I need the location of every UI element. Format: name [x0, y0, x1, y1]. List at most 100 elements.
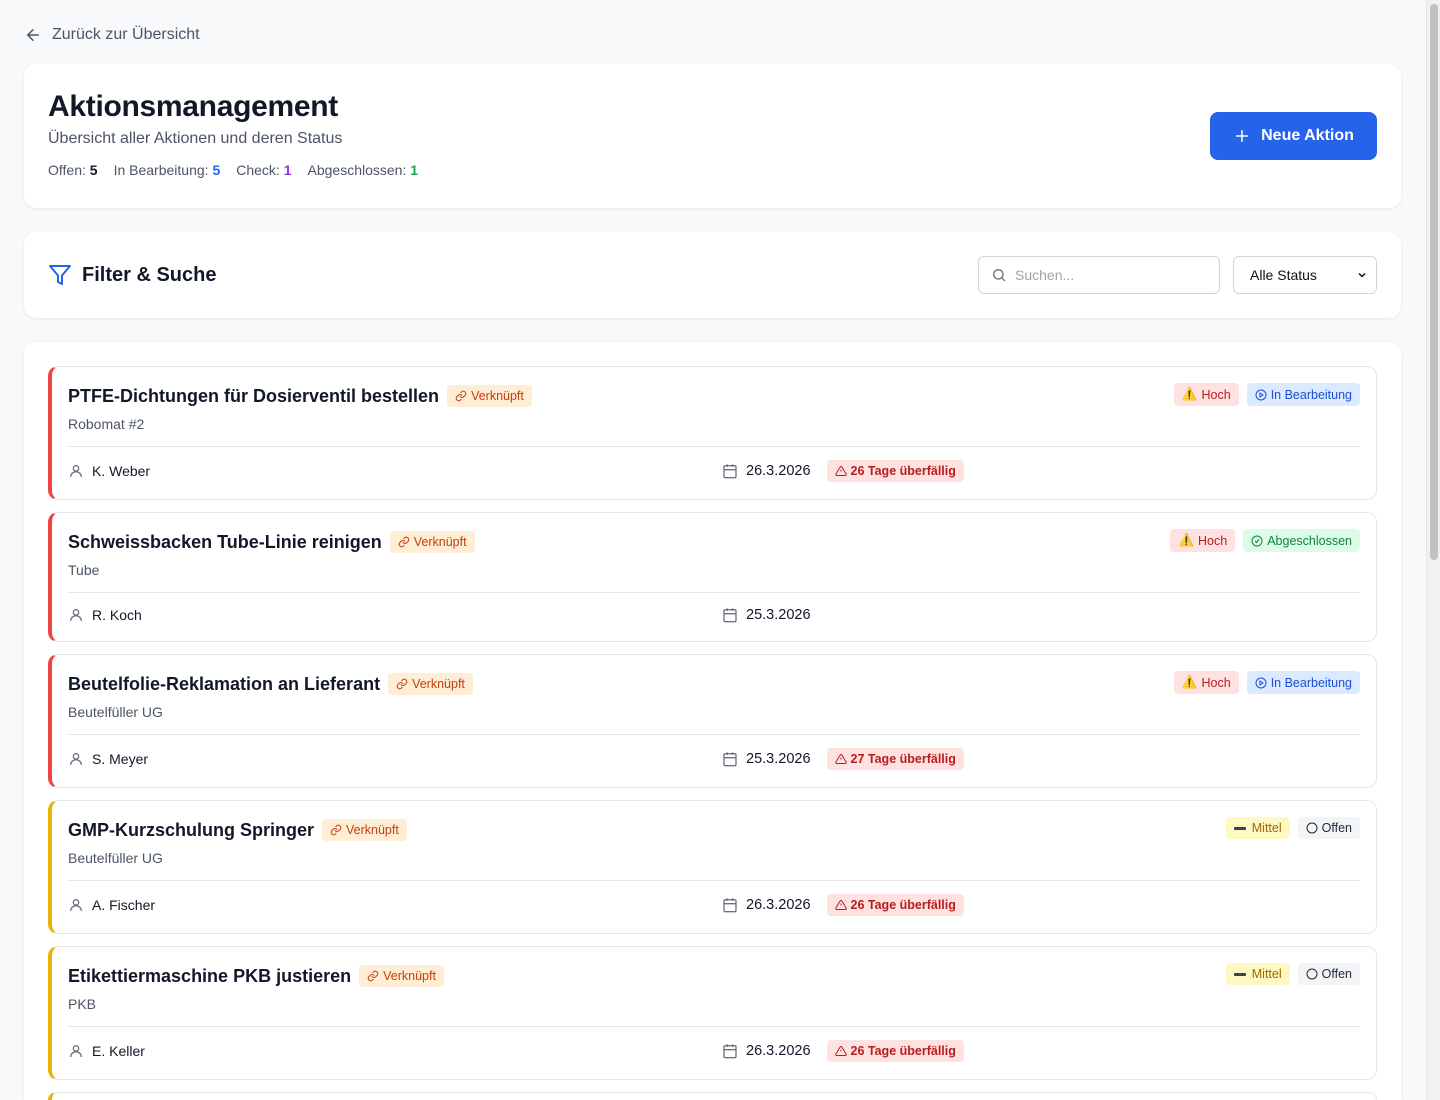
due-date: 26.3.2026 26 Tage überfällig — [722, 459, 964, 483]
user-icon — [70, 465, 82, 478]
new-action-button[interactable]: Neue Aktion — [1210, 112, 1377, 160]
status-badge: In Bearbeitung — [1246, 671, 1360, 694]
assignee: A. Fischer — [68, 893, 155, 917]
minus-icon — [1233, 972, 1246, 976]
circle-icon — [1306, 822, 1318, 834]
status-stats: Offen: 5 In Bearbeitung: 5 Check: 1 Abgesch… — [48, 162, 1377, 178]
priority-badge: ⚠️ Hoch — [1173, 671, 1239, 694]
divider — [68, 1026, 1360, 1027]
divider — [68, 734, 1360, 735]
status-select-value: Alle Status — [1250, 267, 1317, 283]
back-label: Zurück zur Übersicht — [52, 26, 200, 43]
filter-card: Filter & Suche Alle Status — [24, 232, 1401, 318]
divider — [68, 880, 1360, 881]
action-title[interactable]: Schweissbacken Tube-Linie reinigen — [68, 531, 382, 552]
divider — [68, 446, 1360, 447]
header-card: Aktionsmanagement Übersicht aller Aktion… — [24, 64, 1401, 208]
user-icon — [70, 609, 82, 622]
action-item[interactable]: Schweissbacken Tube-Linie reinigen Verkn… — [48, 512, 1377, 642]
action-title[interactable]: Beutelfolie-Reklamation an Lieferant — [68, 673, 381, 694]
linked-badge: Verknüpft — [359, 965, 444, 987]
user-icon — [70, 899, 82, 912]
scrollbar-thumb[interactable] — [1430, 4, 1438, 560]
linked-badge: Verknüpft — [447, 385, 532, 407]
assignee: K. Weber — [68, 459, 150, 483]
stat-value: 1 — [410, 162, 419, 178]
overdue-badge: 26 Tage überfällig — [826, 460, 964, 482]
calendar-icon — [723, 898, 737, 913]
action-title[interactable]: Etikettiermaschine PKB justieren — [68, 965, 352, 986]
alert-triangle-icon — [834, 465, 847, 476]
due-date: 26.3.2026 26 Tage überfällig — [722, 1039, 964, 1063]
chevron-down-icon — [1358, 272, 1366, 278]
calendar-icon — [723, 464, 737, 479]
action-item[interactable]: Beutelfolie-Reklamation an Lieferant Ver… — [48, 654, 1377, 788]
stat-value: 5 — [89, 162, 98, 178]
status-badge: Offen — [1297, 963, 1360, 985]
search-field[interactable] — [978, 256, 1220, 294]
action-item[interactable]: PTFE-Dichtungen für Dosierventil bestell… — [48, 366, 1377, 500]
action-location: Beutelfüller UG — [68, 850, 163, 866]
link-icon — [455, 390, 467, 402]
action-location: PKB — [68, 996, 97, 1012]
stat-value: 5 — [212, 162, 221, 178]
stat-item: Abgeschlossen: 1 — [307, 162, 419, 178]
action-item[interactable] — [48, 1092, 1377, 1100]
assignee: R. Koch — [68, 603, 142, 627]
minus-icon — [1233, 826, 1246, 830]
user-icon — [70, 753, 82, 766]
calendar-icon — [723, 608, 737, 623]
action-item[interactable]: GMP-Kurzschulung Springer Verknüpft Beut… — [48, 800, 1377, 934]
linked-badge: Verknüpft — [389, 531, 475, 553]
action-item[interactable]: Etikettiermaschine PKB justieren Verknüp… — [48, 946, 1377, 1080]
play-circle-icon — [1255, 677, 1267, 688]
calendar-icon — [723, 1044, 737, 1059]
assignee: S. Meyer — [68, 747, 148, 771]
action-location: Robomat #2 — [68, 416, 145, 432]
priority-badge: Mittel — [1225, 963, 1290, 985]
status-badge: Abgeschlossen — [1243, 529, 1360, 552]
status-badge: In Bearbeitung — [1246, 383, 1360, 406]
link-icon — [330, 824, 342, 836]
circle-icon — [1306, 968, 1318, 980]
link-icon — [396, 678, 408, 690]
divider — [68, 592, 1360, 593]
search-icon — [993, 269, 1006, 282]
action-list: PTFE-Dichtungen für Dosierventil bestell… — [24, 342, 1401, 1100]
arrow-left-icon — [26, 29, 39, 41]
linked-badge: Verknüpft — [322, 819, 407, 841]
priority-badge: ⚠️ Hoch — [1170, 529, 1236, 552]
play-circle-icon — [1255, 389, 1267, 400]
alert-triangle-icon — [834, 899, 847, 910]
page-title: Aktionsmanagement — [48, 90, 338, 123]
alert-triangle-icon — [834, 1045, 847, 1056]
linked-badge: Verknüpft — [388, 673, 473, 695]
search-input[interactable] — [1015, 267, 1205, 283]
status-select[interactable]: Alle Status — [1233, 256, 1377, 294]
stat-item: Offen: 5 — [48, 162, 98, 178]
priority-badge: ⚠️ Hoch — [1173, 383, 1239, 406]
action-title[interactable]: GMP-Kurzschulung Springer — [68, 819, 315, 840]
action-title[interactable]: PTFE-Dichtungen für Dosierventil bestell… — [68, 385, 440, 406]
scrollbar[interactable] — [1426, 0, 1440, 1100]
back-link[interactable]: Zurück zur Übersicht — [24, 26, 200, 44]
link-icon — [398, 536, 409, 548]
filter-icon — [49, 265, 71, 285]
stat-item: Check: 1 — [236, 162, 292, 178]
page-subtitle: Übersicht aller Aktionen und deren Statu… — [48, 130, 343, 147]
warning-icon: ⚠️ — [1181, 387, 1198, 401]
user-icon — [70, 1045, 82, 1058]
calendar-icon — [723, 752, 737, 767]
alert-triangle-icon — [834, 753, 847, 764]
link-icon — [367, 970, 379, 982]
status-badge: Offen — [1297, 817, 1360, 839]
action-location: Beutelfüller UG — [68, 704, 163, 720]
overdue-badge: 26 Tage überfällig — [826, 1040, 964, 1062]
filter-title: Filter & Suche — [82, 263, 217, 286]
priority-badge: Mittel — [1225, 817, 1290, 839]
overdue-badge: 26 Tage überfällig — [826, 894, 964, 916]
overdue-badge: 27 Tage überfällig — [826, 748, 964, 770]
due-date: 25.3.2026 27 Tage überfällig — [722, 747, 964, 771]
check-circle-icon — [1251, 535, 1263, 546]
assignee: E. Keller — [68, 1039, 145, 1063]
